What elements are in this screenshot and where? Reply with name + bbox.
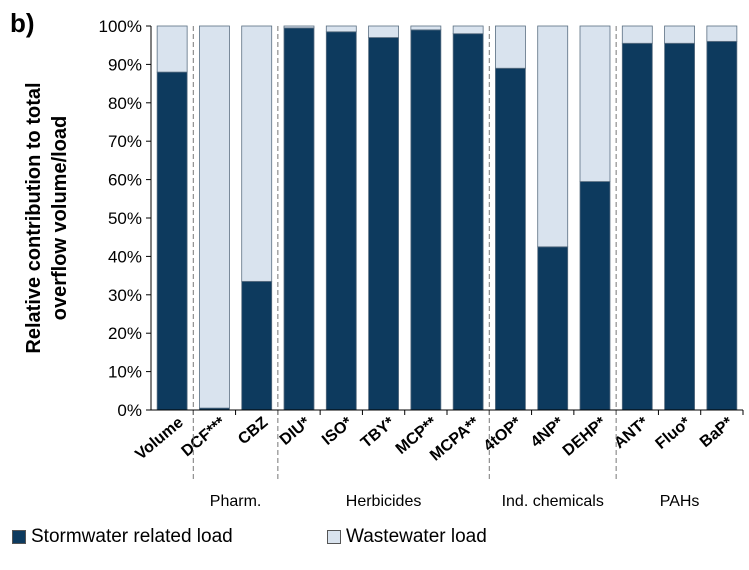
group-label: Ind. chemicals	[502, 493, 604, 510]
bar-stormwater	[495, 67, 526, 411]
bar-stormwater	[452, 33, 484, 411]
bar-stormwater	[706, 40, 738, 411]
x-tick-label: Volume	[132, 414, 186, 463]
x-tick-label: DCF***	[179, 414, 230, 461]
bar-wastewater	[621, 25, 653, 44]
bar-wastewater	[495, 25, 526, 69]
bar-wastewater	[579, 25, 611, 182]
x-tick-label: 4tOP*	[481, 414, 526, 456]
legend-wastewater: Wastewater load	[327, 526, 487, 548]
y-tick-label: 0%	[117, 401, 142, 420]
legend-label-stormwater: Stormwater related load	[31, 526, 233, 547]
y-tick-label: 30%	[108, 286, 142, 305]
bar-wastewater	[283, 25, 315, 29]
x-tick-label: CBZ	[235, 414, 271, 448]
bar-stormwater	[241, 280, 273, 411]
bar-stormwater	[283, 27, 315, 411]
group-label: Herbicides	[346, 493, 422, 510]
bar-stormwater	[621, 42, 653, 411]
x-tick-label: ISO*	[319, 414, 356, 449]
x-tick-label: DEHP*	[560, 414, 610, 460]
stacked-bar-chart: 0% 10% 20% 30% 40% 50% 60% 70% 80% 90% 100% Relativ…	[23, 17, 744, 510]
group-label: PAHs	[660, 493, 700, 510]
y-tick-label: 90%	[108, 55, 142, 74]
bar-wastewater	[199, 25, 230, 409]
bar-stormwater	[579, 181, 611, 411]
y-tick-label: 70%	[108, 132, 142, 151]
bar-wastewater	[241, 25, 273, 282]
bar-stormwater	[410, 29, 442, 411]
bar-stormwater	[156, 71, 188, 411]
bar-stormwater	[537, 246, 569, 411]
bar-wastewater	[368, 25, 399, 38]
x-tick-label: Fluo*	[653, 414, 695, 453]
bar-stormwater	[325, 31, 357, 411]
y-tick-label: 50%	[108, 209, 142, 228]
x-tick-label: DIU*	[277, 414, 314, 449]
bar-wastewater	[325, 25, 357, 33]
legend-label-wastewater: Wastewater load	[346, 526, 487, 547]
y-tick-label: 80%	[108, 94, 142, 113]
x-tick-label: ANT*	[611, 414, 652, 453]
y-tick-label: 100%	[99, 17, 142, 36]
y-tick-label: 10%	[108, 363, 142, 382]
bar-wastewater	[664, 25, 695, 44]
y-tick-label: 40%	[108, 247, 142, 266]
bar-wastewater	[537, 25, 569, 248]
y-tick-label: 20%	[108, 324, 142, 343]
y-tick-label: 60%	[108, 171, 142, 190]
legend-swatch-wastewater	[327, 530, 341, 544]
legend-swatch-stormwater	[12, 530, 26, 544]
y-axis-title: overflow volume/load	[49, 116, 71, 320]
legend-stormwater: Stormwater related load	[12, 526, 233, 548]
bar-wastewater	[410, 25, 442, 31]
bar-wastewater	[706, 25, 738, 42]
panel-label: b)	[10, 8, 35, 38]
y-axis-title: Relative contribution to total	[23, 82, 45, 353]
bar-wastewater	[452, 25, 484, 35]
group-label: Pharm.	[210, 493, 262, 510]
bar-wastewater	[156, 25, 188, 73]
x-tick-label: BaP*	[697, 414, 737, 452]
bar-stormwater	[368, 37, 399, 411]
bar-stormwater	[664, 42, 695, 411]
